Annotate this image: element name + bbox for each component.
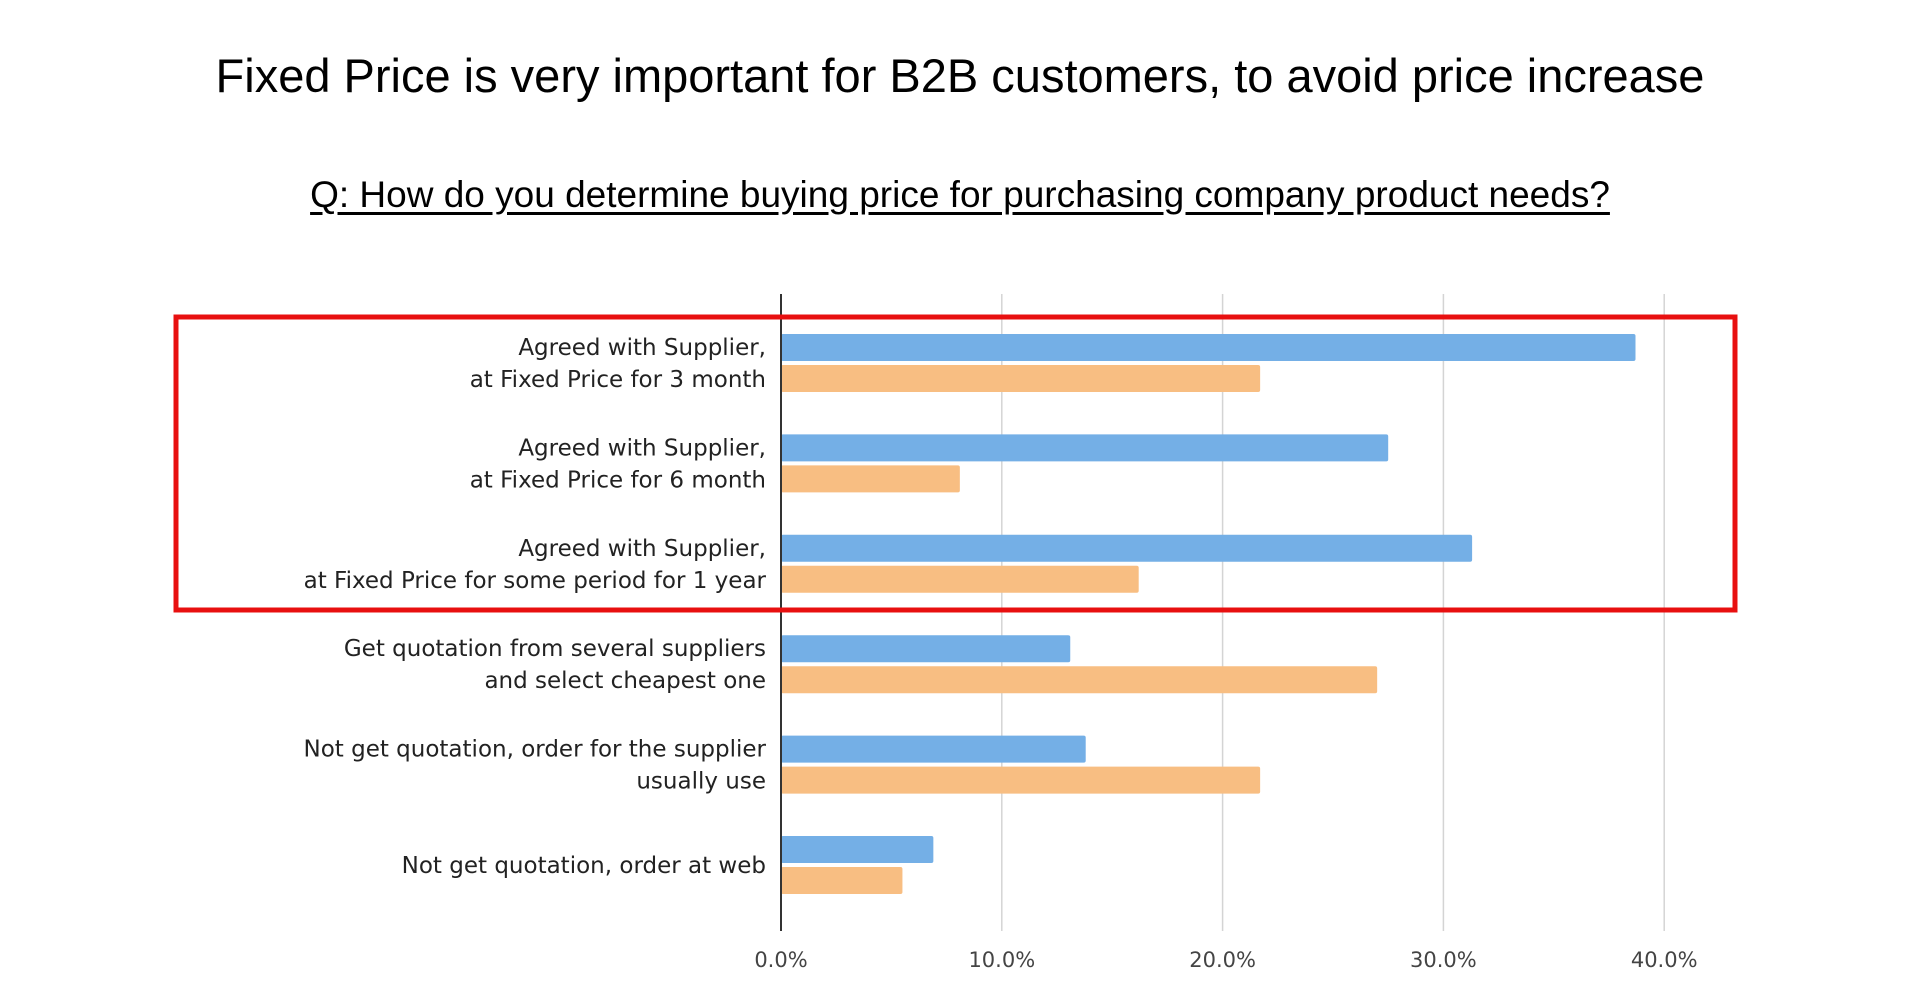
bar-series1-cat6 <box>781 836 934 863</box>
bar-series1-cat3 <box>781 534 1473 562</box>
bar-series2-cat3 <box>781 565 1139 593</box>
category-label: and select cheapest one <box>484 668 766 694</box>
category-label: Agreed with Supplier, <box>518 536 766 562</box>
category-label: Not get quotation, order at web <box>402 853 766 879</box>
chart-subtitle: Q: How do you determine buying price for… <box>310 174 1610 215</box>
bar-series1-cat2 <box>781 434 1389 462</box>
chart-title: Fixed Price is very important for B2B cu… <box>215 49 1705 102</box>
category-label: at Fixed Price for 6 month <box>470 467 766 493</box>
category-label: usually use <box>636 769 766 795</box>
x-tick-label: 30.0% <box>1410 948 1477 972</box>
category-label: Get quotation from several suppliers <box>344 636 766 662</box>
bar-series1-cat5 <box>781 735 1086 763</box>
category-label: Not get quotation, order for the supplie… <box>303 737 766 763</box>
category-label: at Fixed Price for some period for 1 yea… <box>304 568 767 594</box>
bar-series2-cat5 <box>781 766 1261 794</box>
bar-series1-cat1 <box>781 334 1636 361</box>
bar-series2-cat6 <box>781 867 903 894</box>
x-tick-label: 10.0% <box>968 948 1035 972</box>
x-tick-label: 40.0% <box>1631 948 1698 972</box>
category-label: at Fixed Price for 3 month <box>470 367 766 393</box>
highlight-box <box>173 314 1738 613</box>
x-tick-label: 20.0% <box>1189 948 1256 972</box>
x-tick-label: 0.0% <box>754 948 807 972</box>
bar-series1-cat4 <box>781 635 1071 663</box>
category-label: Agreed with Supplier, <box>518 335 766 361</box>
bar-series2-cat2 <box>781 465 960 493</box>
category-label: Agreed with Supplier, <box>518 435 766 461</box>
bar-series2-cat1 <box>781 365 1261 392</box>
bar-series2-cat4 <box>781 666 1378 694</box>
